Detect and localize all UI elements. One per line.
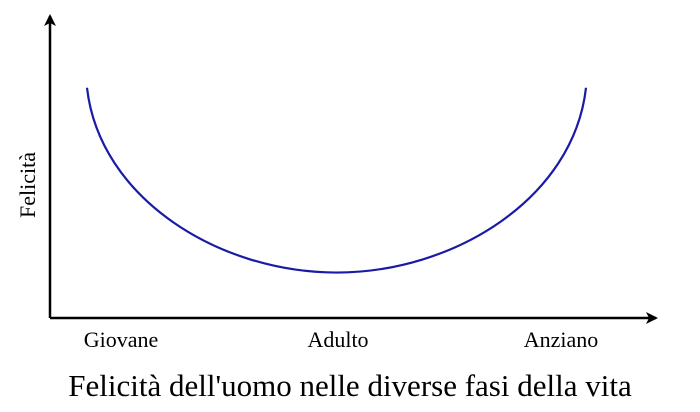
x-tick-label: Giovane bbox=[84, 327, 159, 352]
curve bbox=[85, 87, 588, 274]
y-axis-label: Felicità bbox=[15, 152, 40, 218]
x-tick-label: Adulto bbox=[307, 327, 368, 352]
x-tick-label: Anziano bbox=[524, 327, 599, 352]
chart-title: Felicità dell'uomo nelle diverse fasi de… bbox=[68, 368, 632, 403]
